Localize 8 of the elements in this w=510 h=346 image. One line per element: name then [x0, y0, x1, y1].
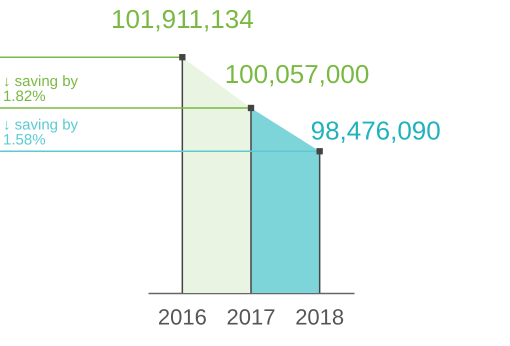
- ref-line-label: ↓ saving by 1.82%: [3, 72, 79, 105]
- data-label: 101,911,134: [110, 4, 254, 34]
- data-label: 98,476,090: [310, 115, 441, 146]
- x-tick-label: 2018: [295, 304, 344, 330]
- ref-line-label: ↓ saving by 1.58%: [3, 116, 79, 148]
- x-tick-label: 2016: [158, 304, 207, 330]
- data-label: 100,057,000: [224, 58, 370, 89]
- x-tick-label: 2017: [226, 304, 276, 330]
